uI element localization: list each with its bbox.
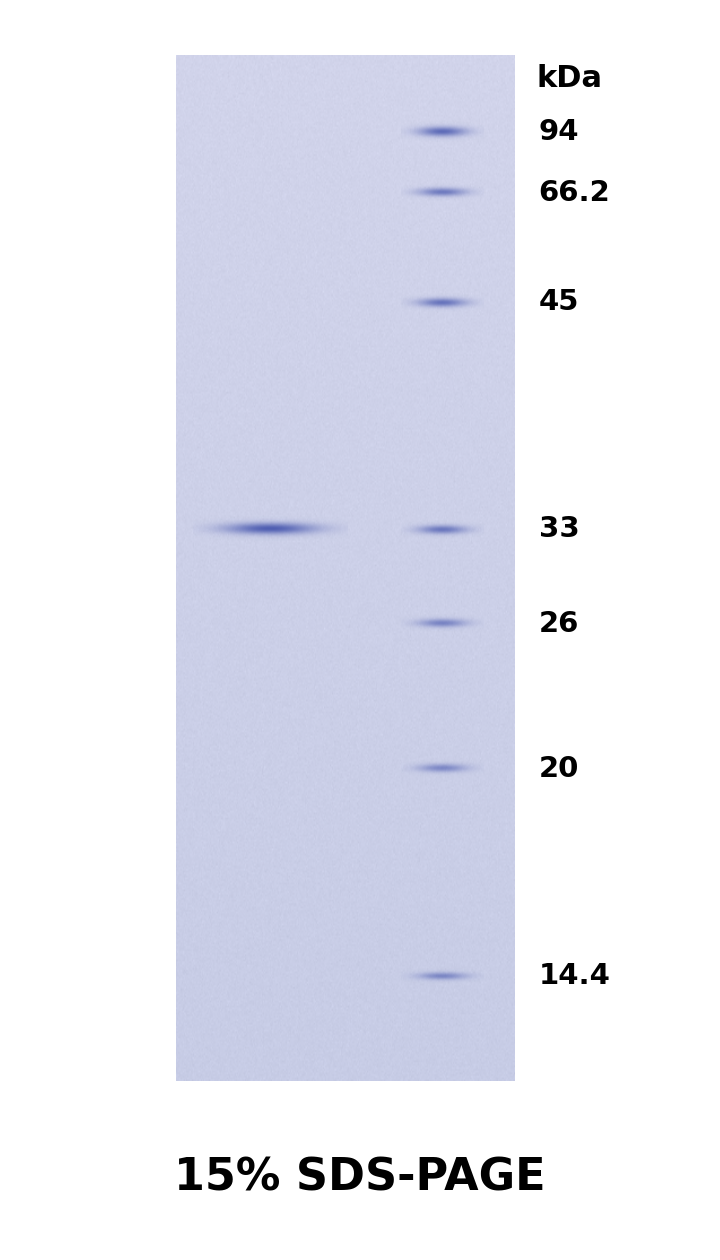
Text: 45: 45 — [539, 289, 579, 316]
Text: kDa: kDa — [536, 63, 603, 93]
Text: 26: 26 — [539, 610, 579, 638]
Text: 15% SDS-PAGE: 15% SDS-PAGE — [174, 1157, 546, 1200]
Text: 14.4: 14.4 — [539, 963, 611, 990]
Text: 20: 20 — [539, 755, 579, 782]
Text: 94: 94 — [539, 118, 579, 146]
Text: 33: 33 — [539, 515, 580, 543]
Text: 66.2: 66.2 — [539, 179, 611, 207]
